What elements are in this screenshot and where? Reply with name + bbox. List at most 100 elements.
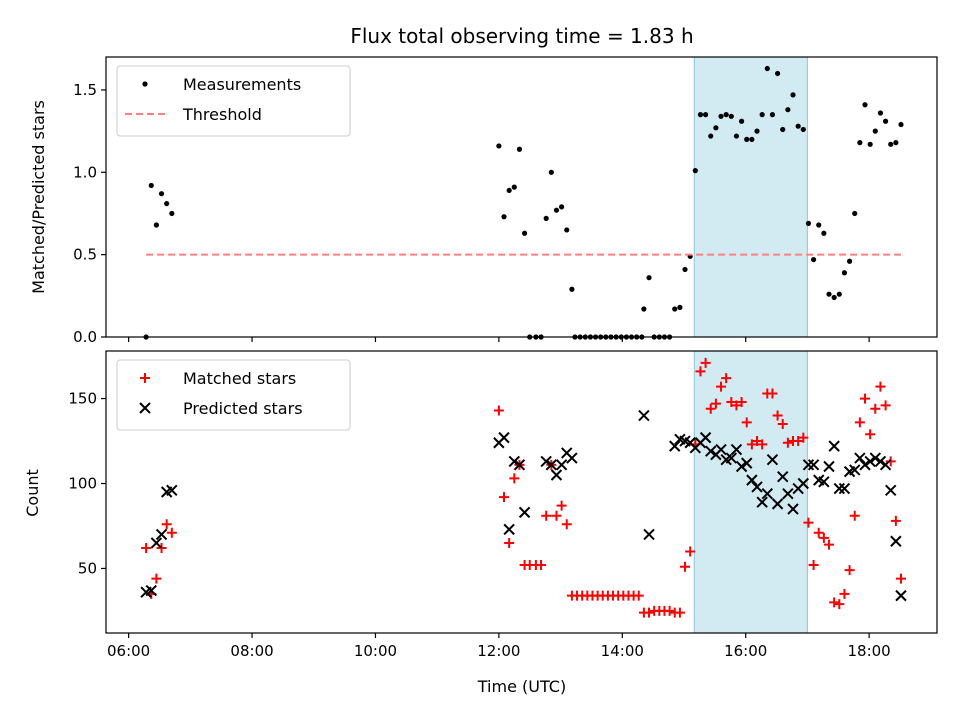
matched-star-point — [551, 510, 562, 521]
measurement-point — [506, 187, 512, 194]
measurement-point — [697, 112, 704, 118]
measurement-point — [733, 133, 740, 139]
predicted-star-point — [566, 452, 578, 464]
xtick-label: 12:00 — [477, 642, 520, 660]
top-legend-box — [116, 65, 351, 137]
predicted-star-point — [735, 460, 748, 473]
predicted-star-point — [895, 589, 907, 602]
measurement-point — [641, 306, 647, 312]
matched-star-point — [860, 393, 871, 404]
predicted-star-point — [849, 464, 861, 476]
matched-star-point — [813, 527, 824, 538]
bottom-ylabel: Count — [23, 469, 42, 517]
measurement-point — [744, 136, 750, 142]
matched-star-point — [705, 403, 716, 414]
predicted-star-point — [761, 487, 774, 500]
predicted-star-point — [797, 477, 810, 490]
predicted-star-point — [854, 452, 866, 464]
predicted-star-point — [818, 476, 830, 488]
predicted-star-point — [802, 459, 815, 471]
matched-star-point — [808, 560, 819, 571]
legend-marker-plus — [140, 373, 150, 383]
bottom-ytick-label: 50 — [78, 559, 97, 577]
predicted-star-point — [555, 459, 568, 471]
bottom-panel: 50 100 150 06:00 08:00 10:00 12:00 14:00 16:00 18… — [68, 350, 938, 660]
measurement-point — [496, 143, 502, 149]
matched-star-point — [741, 417, 752, 428]
xtick-label: 14:00 — [601, 642, 644, 660]
xtick-label: 18:00 — [848, 642, 891, 660]
predicted-star-point — [150, 537, 163, 549]
matched-star-point — [721, 373, 732, 384]
measurement-point — [795, 123, 801, 129]
top-panel: 0.0 0.5 1.0 1.5 Measurements Threshold — [73, 56, 938, 346]
matched-star-point — [664, 605, 675, 616]
matched-star-point — [166, 527, 177, 538]
measurement-point — [857, 140, 863, 146]
matched-star-point — [716, 381, 727, 392]
legend-label: Measurements — [183, 75, 301, 94]
bottom-series-1 — [140, 409, 907, 602]
measurement-point — [852, 210, 858, 217]
matched-star-point — [695, 366, 706, 377]
matched-star-point — [156, 543, 167, 554]
chart-title: Flux total observing time = 1.83 h — [350, 24, 693, 48]
predicted-star-point — [513, 459, 526, 471]
measurement-point — [728, 113, 734, 119]
predicted-star-point — [823, 460, 835, 473]
matched-star-point — [499, 492, 510, 503]
measurement-point — [898, 121, 904, 128]
predicted-star-point — [540, 455, 552, 468]
top-ytick-label: 1.0 — [73, 163, 97, 181]
bottom-ytick-label: 100 — [68, 475, 97, 493]
measurement-point — [790, 92, 796, 98]
matched-star-point — [896, 573, 907, 584]
measurement-point — [738, 118, 745, 124]
predicted-star-point — [859, 459, 871, 471]
measurement-point — [754, 128, 760, 134]
matched-star-point — [536, 560, 547, 571]
measurement-point — [713, 125, 719, 131]
matched-star-point — [633, 590, 644, 601]
measurement-point — [718, 113, 724, 119]
matched-star-point — [793, 436, 804, 447]
predicted-star-point — [777, 471, 789, 483]
top-ytick-label: 0.5 — [73, 246, 97, 264]
predicted-star-point — [833, 482, 846, 495]
measurement-point — [764, 65, 770, 72]
top-legend: Measurements Threshold — [116, 65, 351, 137]
measurement-point — [769, 112, 776, 118]
measurement-point — [810, 256, 817, 263]
matched-star-point — [839, 588, 850, 599]
xtick-label: 10:00 — [354, 642, 397, 660]
measurement-point — [511, 184, 517, 190]
xtick-label: 06:00 — [107, 642, 150, 660]
measurement-point — [559, 204, 565, 210]
measurement-point — [153, 222, 159, 228]
matched-star-point — [541, 510, 552, 521]
measurement-point — [877, 110, 884, 116]
matched-star-point — [885, 456, 896, 467]
measurement-point — [893, 140, 899, 146]
matched-star-point — [504, 537, 515, 548]
predicted-star-point — [508, 455, 521, 468]
measurement-point — [169, 210, 175, 217]
predicted-star-point — [771, 498, 784, 510]
measurement-point — [888, 141, 894, 147]
measurement-point — [677, 304, 683, 310]
predicted-star-point — [869, 452, 881, 464]
measurement-point — [692, 168, 698, 174]
matched-star-point — [798, 432, 809, 443]
predicted-star-point — [885, 484, 897, 497]
matched-star-point — [685, 546, 696, 557]
matched-star-point — [710, 398, 721, 409]
measurement-point — [501, 214, 507, 220]
predicted-star-point — [725, 452, 738, 464]
predicted-star-point — [643, 528, 655, 541]
matched-star-point — [829, 597, 840, 608]
matched-star-point — [834, 599, 845, 610]
predicted-star-point — [638, 409, 650, 422]
measurement-point — [826, 291, 832, 297]
measurement-point — [521, 230, 528, 236]
matched-star-point — [493, 405, 504, 416]
